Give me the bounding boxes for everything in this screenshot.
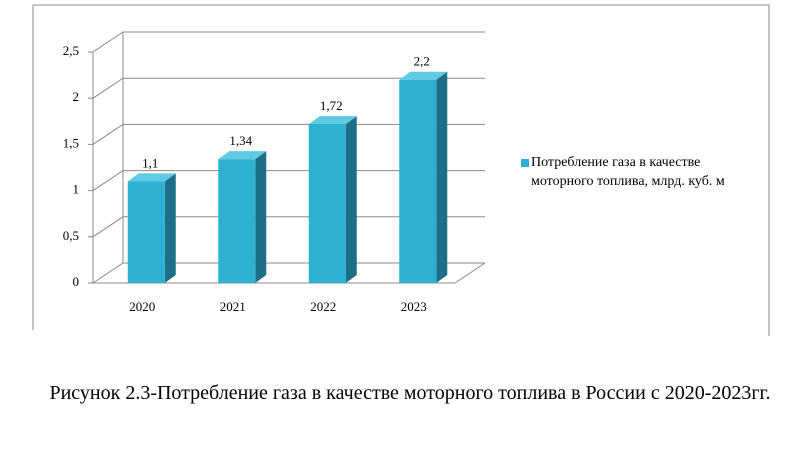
legend-swatch — [521, 159, 529, 167]
value-label: 2,2 — [414, 54, 430, 69]
y-tick-label: 2,5 — [63, 43, 79, 58]
grid-line — [92, 31, 485, 53]
bar — [399, 79, 437, 283]
y-tick-label: 2 — [73, 89, 80, 104]
x-tick-label: 2020 — [129, 299, 155, 314]
bar-top — [218, 151, 267, 160]
bar — [218, 159, 256, 283]
chart-frame — [32, 4, 770, 336]
grid-line — [92, 170, 485, 192]
y-tick-label: 1,5 — [63, 135, 79, 150]
bar-side — [255, 151, 267, 283]
bar-top — [308, 116, 357, 125]
y-tick-label: 0,5 — [63, 228, 79, 243]
bar — [308, 124, 346, 284]
bar-side — [164, 173, 176, 283]
grid-line — [92, 262, 485, 284]
bar-top — [399, 71, 448, 80]
floor-edge — [454, 262, 486, 284]
grid-line — [92, 216, 485, 238]
y-tick-label: 0 — [73, 274, 80, 289]
grid-line — [92, 123, 485, 145]
bar-side — [345, 116, 357, 284]
value-label: 1,1 — [142, 155, 158, 170]
bar-top — [127, 173, 176, 182]
x-tick-label: 2022 — [310, 299, 336, 314]
value-label: 1,72 — [320, 98, 343, 113]
grid-line — [92, 77, 485, 99]
bar-side — [436, 71, 448, 283]
bar — [127, 181, 165, 283]
x-tick-label: 2021 — [220, 299, 246, 314]
legend-label: Потребление газа в качестве моторного то… — [531, 155, 725, 189]
x-tick-label: 2023 — [401, 299, 427, 314]
value-label: 1,34 — [229, 133, 252, 148]
caption: Рисунок 2.3-Потребление газа в качестве … — [49, 382, 771, 404]
y-tick-label: 1 — [73, 182, 80, 197]
